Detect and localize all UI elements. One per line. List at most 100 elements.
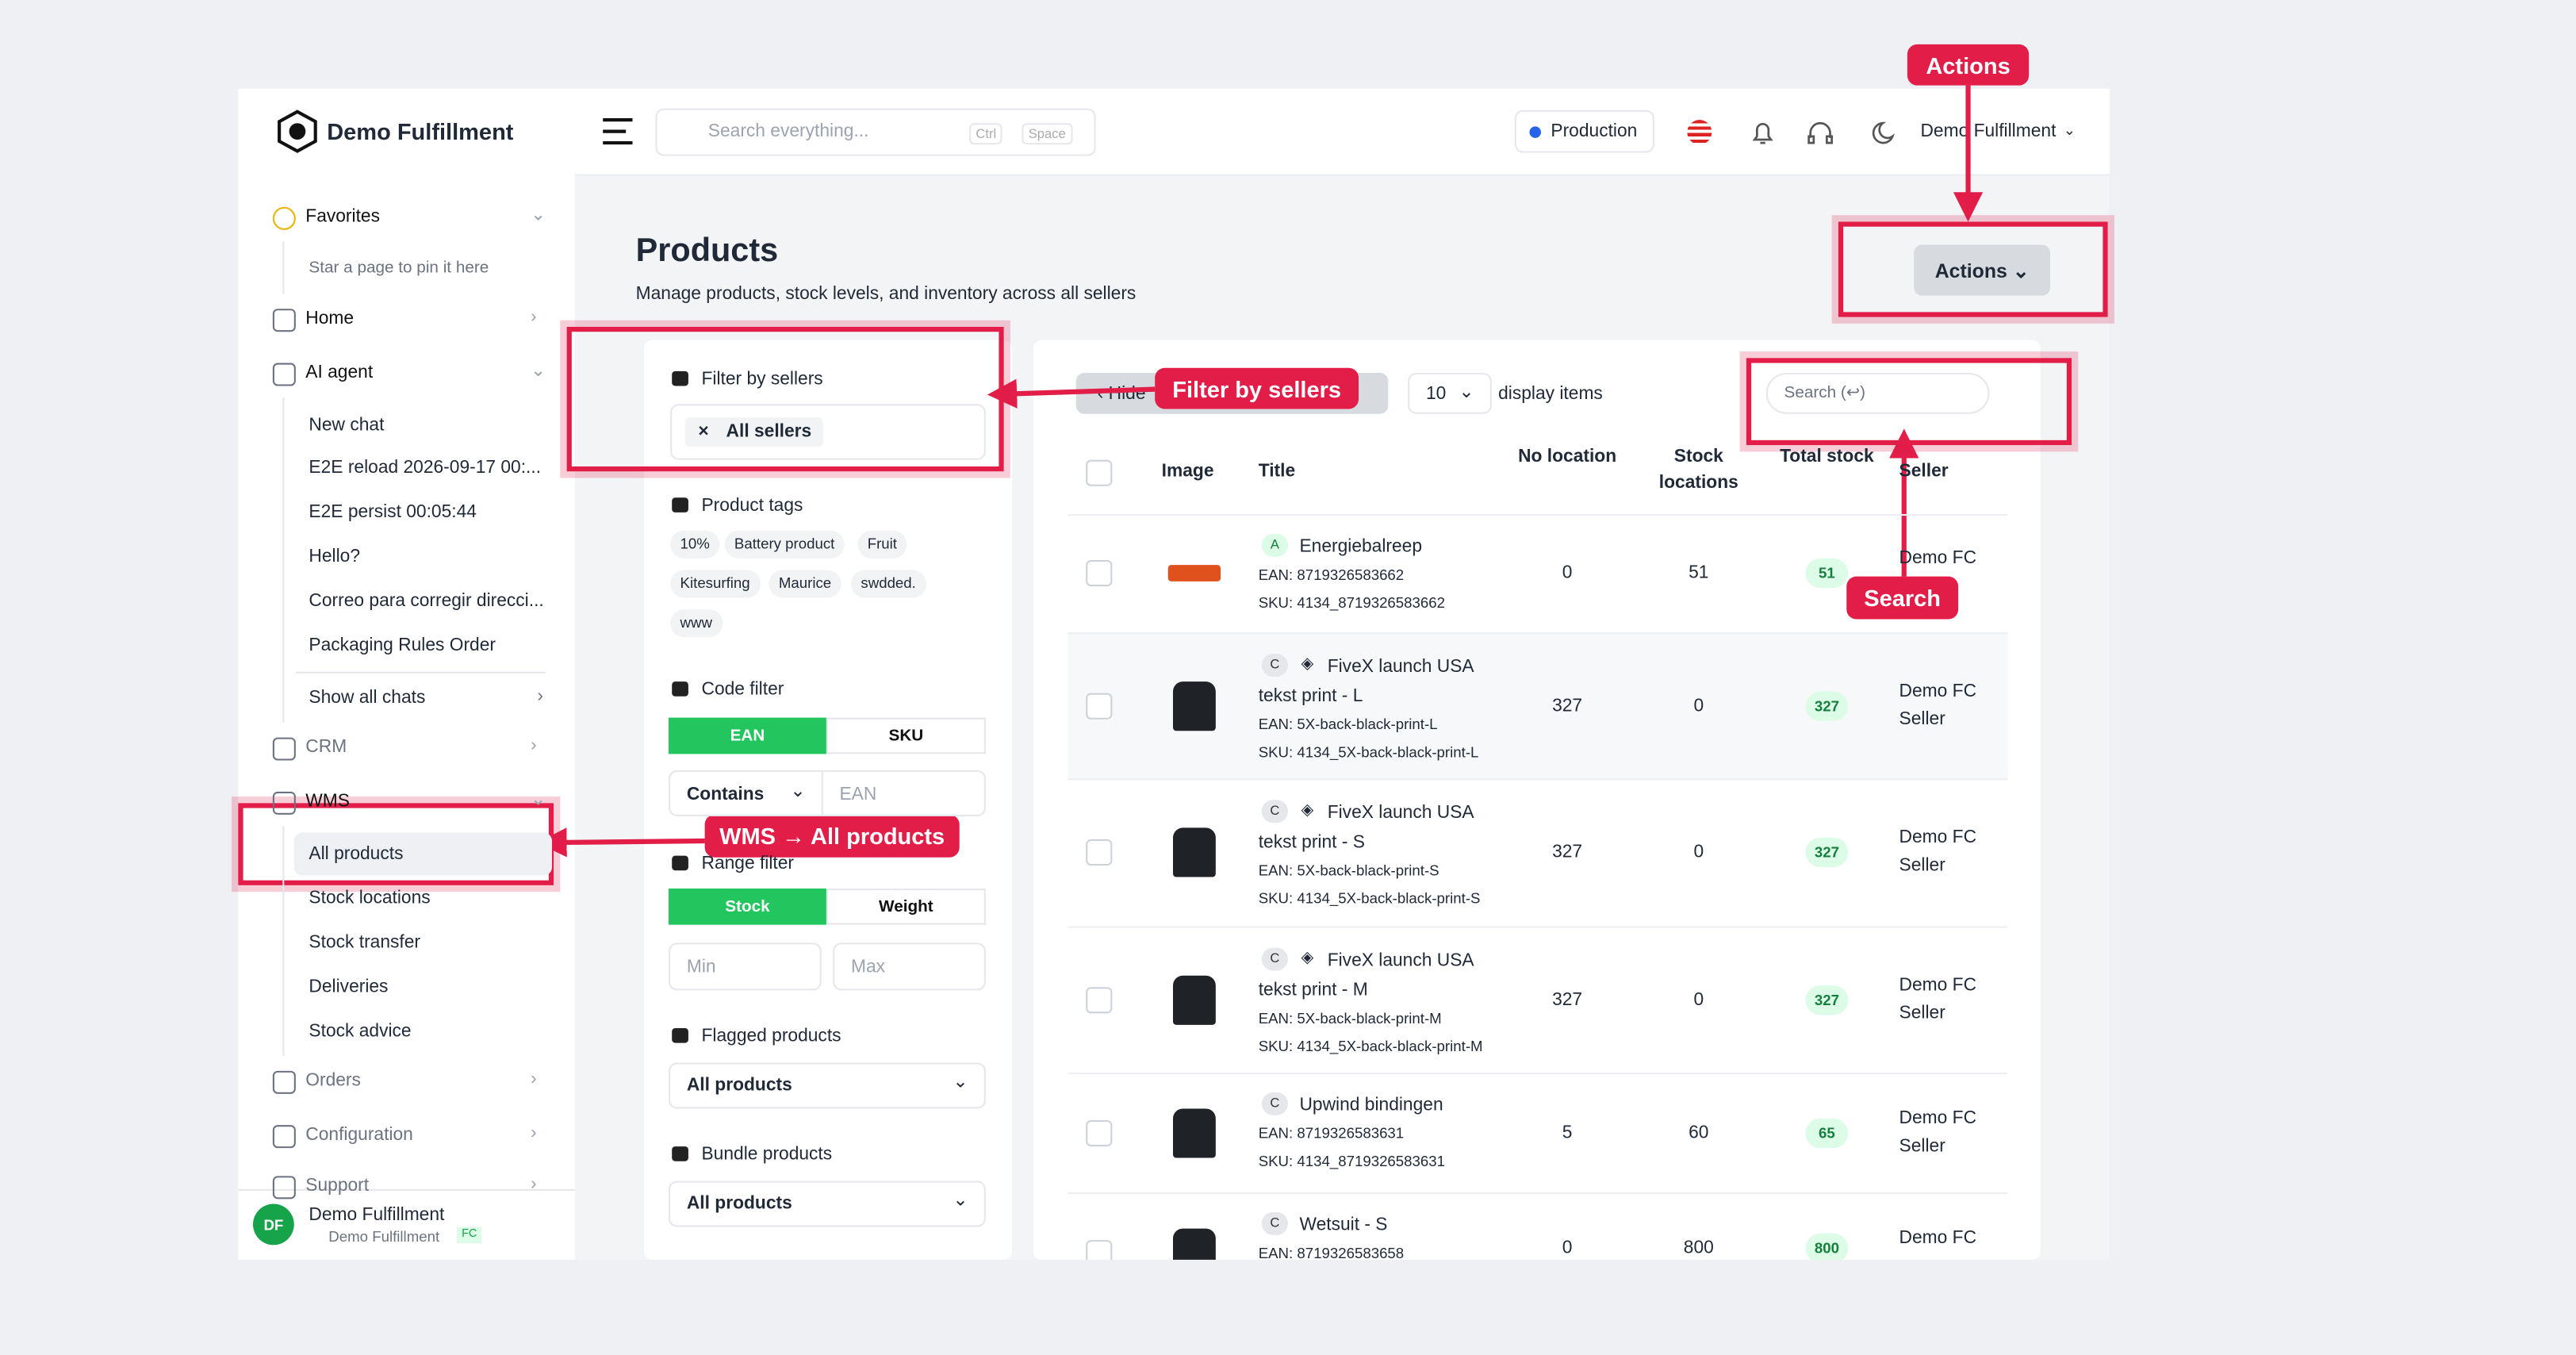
nav-caret: › xyxy=(531,1069,537,1089)
total-stock: 327 xyxy=(1805,837,1849,868)
row xyxy=(1068,926,2008,1074)
nav-item[interactable]: E2E reload 2026-09-17 00:... xyxy=(309,458,542,478)
filter-icon xyxy=(672,497,688,512)
tag[interactable]: Kitesurfing xyxy=(670,570,761,598)
product-title[interactable]: Upwind bindingen xyxy=(1299,1095,1443,1115)
toggle[interactable]: EAN xyxy=(669,717,826,754)
toggle[interactable]: SKU xyxy=(826,717,986,754)
filter-icon xyxy=(672,855,688,871)
row xyxy=(1068,1192,2008,1261)
code-input[interactable] xyxy=(669,770,986,816)
tag[interactable]: Battery product xyxy=(724,530,845,559)
total-stock: 65 xyxy=(1805,1117,1849,1148)
nav-caret: ⌄ xyxy=(531,205,546,225)
ean: EAN: 5X-back-black-print-S xyxy=(1258,862,1439,879)
tag[interactable]: 10% xyxy=(670,530,720,559)
nav-rail xyxy=(282,241,285,294)
product-title[interactable]: Energiebalreep xyxy=(1299,536,1423,557)
filter-label: Product tags xyxy=(701,496,803,516)
thumbnail xyxy=(1172,681,1216,731)
nav-rail xyxy=(282,397,285,723)
row-checkbox[interactable] xyxy=(1086,1119,1113,1146)
actions-button[interactable]: Actions ⌄ xyxy=(1914,244,2051,296)
nav-section[interactable]: Support xyxy=(305,1176,370,1196)
nav-section[interactable]: Configuration xyxy=(305,1125,413,1145)
top-icons[interactable] xyxy=(1748,118,1896,148)
highlight xyxy=(1746,358,2072,446)
filter-icon xyxy=(672,1028,688,1043)
nav-item[interactable]: Stock advice xyxy=(309,1021,412,1042)
tag[interactable]: Fruit xyxy=(857,530,907,559)
menu-toggle[interactable] xyxy=(601,117,634,146)
flag[interactable] xyxy=(1687,120,1712,145)
nav-icon xyxy=(272,309,296,332)
page-size[interactable] xyxy=(1408,372,1492,414)
total-stock: 327 xyxy=(1805,690,1849,720)
row-checkbox[interactable] xyxy=(1086,839,1113,866)
nav-item[interactable]: All products xyxy=(309,844,404,864)
seller: Demo FC xyxy=(1899,548,1977,569)
nav-item[interactable]: Stock locations xyxy=(309,889,431,908)
filter-label: Filter by sellers xyxy=(701,369,823,390)
nav-section[interactable]: CRM xyxy=(305,737,347,758)
row xyxy=(1068,778,2008,927)
nav-section[interactable]: AI agent xyxy=(305,363,374,383)
chip-label: All sellers xyxy=(726,422,812,442)
product-title[interactable]: FiveX launch USA tekst print - M xyxy=(1258,950,1474,1000)
stock-locations: 800 xyxy=(1683,1238,1714,1258)
nav-icon xyxy=(272,1176,296,1200)
nav-item[interactable]: New chat xyxy=(309,415,385,436)
toggle[interactable]: Stock xyxy=(669,889,826,925)
nav-item[interactable]: Stock transfer xyxy=(309,932,420,953)
row xyxy=(1068,514,2008,634)
badge: C xyxy=(1261,1092,1288,1115)
nav-section[interactable]: WMS xyxy=(305,791,350,812)
product-title[interactable]: FiveX launch USA tekst print - S xyxy=(1258,803,1474,853)
row-checkbox[interactable] xyxy=(1086,559,1113,587)
nav-item[interactable]: E2E persist 00:05:44 xyxy=(309,502,477,523)
column-header: Total stock xyxy=(1780,447,1874,466)
nav-item[interactable]: Hello? xyxy=(309,547,361,567)
placeholder: Max xyxy=(850,957,886,977)
ean: EAN: 5X-back-black-print-M xyxy=(1258,1010,1442,1027)
range-max[interactable] xyxy=(833,942,986,991)
avatar[interactable]: DF xyxy=(252,1203,294,1246)
nav-item[interactable]: Star a page to pin it here xyxy=(309,259,489,278)
sku: SKU: 4134_5X-back-black-print-L xyxy=(1258,743,1479,761)
page-size-label: display items xyxy=(1498,384,1603,405)
toggle[interactable]: Weight xyxy=(826,889,986,925)
select[interactable] xyxy=(669,1062,986,1109)
nav-item[interactable]: Deliveries xyxy=(309,977,389,997)
product-title[interactable]: FiveX launch USA tekst print - L xyxy=(1258,657,1474,707)
tag[interactable]: swdded. xyxy=(850,570,926,598)
footer-badge: FC xyxy=(456,1226,482,1244)
nav-section[interactable]: Home xyxy=(305,309,355,329)
tag[interactable]: www xyxy=(670,609,723,638)
user-menu[interactable]: Demo Fulfillment xyxy=(1920,121,2057,142)
row-checkbox[interactable] xyxy=(1086,692,1113,719)
no-location: 327 xyxy=(1552,695,1583,716)
chip xyxy=(684,416,823,447)
tag[interactable]: Maurice xyxy=(769,570,841,598)
nav-item[interactable]: Correo para corregir direcci... xyxy=(309,591,544,612)
nav-section[interactable]: Orders xyxy=(305,1070,361,1091)
nav-item[interactable]: Packaging Rules Order xyxy=(309,635,496,656)
select-all[interactable] xyxy=(1086,459,1113,486)
filter-label: Bundle products xyxy=(701,1144,833,1165)
caret: ⌄ xyxy=(953,1072,968,1092)
env-dot xyxy=(1529,126,1541,138)
table-search-placeholder: Search (↩) xyxy=(1784,384,1866,403)
table-search[interactable] xyxy=(1765,372,1990,414)
badge: C xyxy=(1261,653,1288,677)
select[interactable] xyxy=(669,1180,986,1227)
callout: Filter by sellers xyxy=(1155,367,1359,409)
product-title[interactable]: Wetsuit - S xyxy=(1299,1215,1388,1235)
row-checkbox[interactable] xyxy=(1086,986,1113,1013)
nav-section[interactable]: Favorites xyxy=(305,206,381,227)
nav-icon xyxy=(272,1125,296,1149)
nav-item[interactable]: Show all chats xyxy=(309,688,426,708)
range-min[interactable] xyxy=(669,942,822,991)
bundle-icon: ◈ xyxy=(1301,949,1314,968)
bundle-icon: ◈ xyxy=(1301,801,1314,820)
code-placeholder: EAN xyxy=(839,785,877,805)
